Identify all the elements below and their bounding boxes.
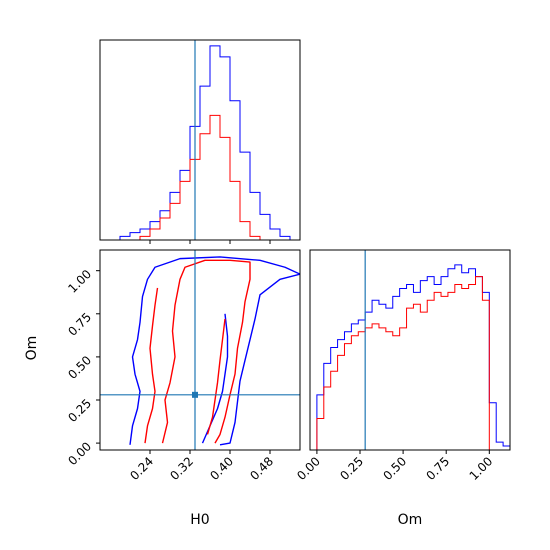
h0-histogram-series-1: [100, 45, 300, 241]
h0-histogram-series-2: [100, 114, 300, 241]
truth-marker: [192, 391, 198, 398]
contour-3: [144, 287, 159, 444]
h0-om-contour-panel: 0.24 0.32 0.40 0.48 0.00 0.25 0.50 0.75 1.00: [65, 249, 301, 483]
om-x-tick-label-4: 0.75: [424, 454, 453, 483]
contour-4: [161, 259, 251, 444]
om-histogram-series-1: [310, 264, 511, 451]
h0-marginal-frame: [99, 39, 301, 241]
h0-marginal-panel: [99, 39, 301, 244]
om-y-axis-label: Om: [24, 336, 40, 361]
h0-tick-label-4: 0.48: [247, 454, 276, 483]
om-marginal-panel: 0.00 0.25 0.50 0.75 1.00: [294, 249, 511, 483]
om-x-tick-label-5: 1.00: [467, 454, 496, 483]
contour-lines: [129, 256, 300, 446]
h0-tick-label-1: 0.24: [127, 454, 156, 483]
om-marginal-frame: [309, 249, 511, 451]
om-tick-label-5: 1.00: [65, 267, 94, 296]
h0-tick-label-3: 0.40: [207, 454, 236, 483]
h0-tick-label-2: 0.32: [167, 454, 196, 483]
om-tick-label-4: 0.75: [65, 310, 94, 339]
contour-1: [129, 256, 300, 446]
om-tick-label-2: 0.25: [65, 396, 94, 425]
om-axis-label: Om: [398, 512, 423, 528]
contour-frame: [99, 249, 301, 451]
om-x-tick-label-3: 0.50: [380, 454, 409, 483]
h0-axis-label: H0: [190, 512, 209, 528]
contour-5: [206, 318, 226, 435]
om-x-tick-label-1: 0.00: [294, 454, 323, 483]
om-histogram-series-2: [310, 276, 510, 451]
om-tick-label-1: 0.00: [65, 439, 94, 468]
om-x-tick-label-2: 0.25: [337, 454, 366, 483]
om-tick-label-3: 0.50: [65, 353, 94, 382]
